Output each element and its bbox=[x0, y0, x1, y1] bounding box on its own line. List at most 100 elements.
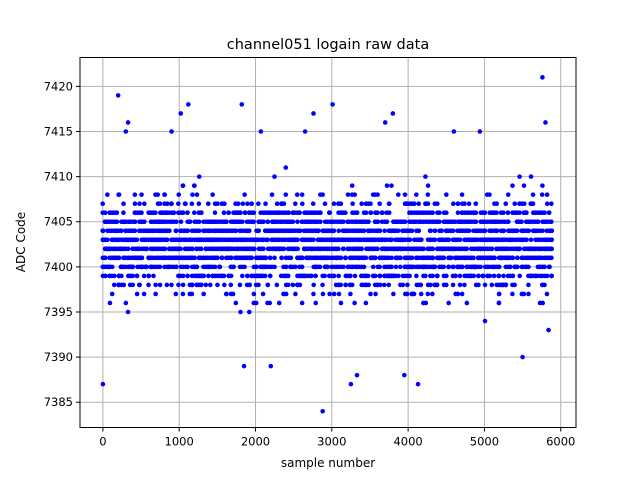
data-point bbox=[196, 174, 202, 179]
data-point bbox=[187, 219, 193, 225]
data-point bbox=[528, 237, 534, 243]
data-point bbox=[311, 237, 316, 243]
data-point-outlier bbox=[302, 129, 308, 134]
data-point bbox=[350, 201, 355, 206]
data-point bbox=[249, 255, 254, 261]
data-point bbox=[366, 282, 371, 288]
x-tick-label: 0 bbox=[99, 435, 106, 449]
data-point bbox=[526, 264, 531, 270]
data-point bbox=[448, 255, 454, 261]
data-point bbox=[395, 228, 401, 234]
data-point bbox=[377, 228, 383, 234]
data-point bbox=[146, 273, 152, 279]
y-axis-label: ADC Code bbox=[14, 212, 28, 272]
data-point bbox=[139, 210, 144, 216]
data-point bbox=[549, 219, 554, 225]
data-point bbox=[299, 264, 305, 270]
data-point bbox=[411, 291, 417, 297]
data-point bbox=[317, 210, 323, 216]
data-point bbox=[116, 192, 121, 197]
data-point bbox=[407, 237, 413, 243]
y-tick-label: 7405 bbox=[44, 215, 73, 229]
data-point bbox=[105, 192, 110, 197]
data-point bbox=[338, 300, 344, 306]
data-point bbox=[183, 201, 188, 206]
data-point bbox=[228, 273, 234, 279]
data-point bbox=[295, 219, 300, 225]
data-point bbox=[299, 192, 305, 197]
data-point bbox=[201, 291, 206, 297]
data-point bbox=[372, 273, 378, 279]
data-point bbox=[327, 291, 332, 297]
data-point bbox=[256, 201, 261, 206]
plot-frame bbox=[79, 57, 577, 428]
data-point bbox=[230, 291, 236, 297]
data-point bbox=[201, 273, 206, 279]
data-point bbox=[265, 282, 270, 288]
data-point bbox=[526, 282, 531, 288]
data-point bbox=[517, 246, 522, 252]
data-point bbox=[189, 201, 195, 206]
data-point bbox=[153, 210, 158, 216]
data-point bbox=[283, 291, 289, 297]
x-axis-label: sample number bbox=[281, 456, 375, 470]
data-point bbox=[322, 201, 328, 206]
data-point bbox=[251, 219, 256, 225]
data-point bbox=[496, 264, 502, 270]
data-point bbox=[185, 210, 190, 216]
data-point-outlier bbox=[382, 120, 388, 125]
x-tick-label: 5000 bbox=[470, 435, 499, 449]
data-point bbox=[375, 219, 380, 225]
data-point bbox=[411, 201, 417, 206]
data-point bbox=[316, 228, 321, 234]
data-point bbox=[435, 273, 440, 279]
data-point bbox=[180, 273, 186, 279]
data-point bbox=[349, 282, 355, 288]
data-point bbox=[136, 282, 142, 288]
data-point bbox=[494, 210, 499, 216]
data-point bbox=[132, 192, 138, 197]
data-point bbox=[437, 219, 442, 225]
data-point bbox=[414, 273, 419, 279]
data-point bbox=[130, 273, 136, 279]
data-point bbox=[521, 183, 527, 188]
data-point bbox=[331, 291, 337, 297]
data-point bbox=[331, 273, 337, 279]
data-point bbox=[345, 192, 351, 197]
data-point bbox=[514, 264, 520, 270]
data-point bbox=[198, 282, 204, 288]
data-point bbox=[276, 300, 282, 306]
data-point bbox=[134, 273, 140, 279]
data-point bbox=[283, 192, 289, 197]
data-point bbox=[121, 210, 126, 216]
data-point-outlier bbox=[543, 120, 548, 125]
data-point bbox=[249, 201, 254, 206]
data-point bbox=[176, 201, 181, 206]
data-point bbox=[300, 201, 305, 206]
data-point bbox=[512, 201, 518, 206]
data-point bbox=[384, 219, 389, 225]
data-point bbox=[446, 264, 451, 270]
data-point bbox=[139, 255, 144, 261]
data-point bbox=[185, 228, 190, 234]
data-point bbox=[430, 291, 435, 297]
data-point bbox=[515, 255, 520, 261]
data-point bbox=[300, 255, 305, 261]
data-point bbox=[260, 291, 266, 297]
data-point bbox=[386, 282, 392, 288]
data-point-outlier bbox=[540, 75, 545, 80]
data-point bbox=[423, 300, 429, 306]
data-point bbox=[363, 255, 369, 261]
data-point bbox=[451, 201, 456, 206]
data-point bbox=[125, 246, 131, 252]
data-point bbox=[359, 246, 364, 252]
data-point bbox=[347, 273, 353, 279]
data-point bbox=[510, 291, 515, 297]
data-point bbox=[512, 282, 517, 288]
data-point bbox=[521, 201, 527, 206]
data-point bbox=[212, 210, 218, 216]
data-point bbox=[194, 192, 200, 197]
data-point bbox=[464, 246, 470, 252]
data-point bbox=[190, 192, 195, 197]
